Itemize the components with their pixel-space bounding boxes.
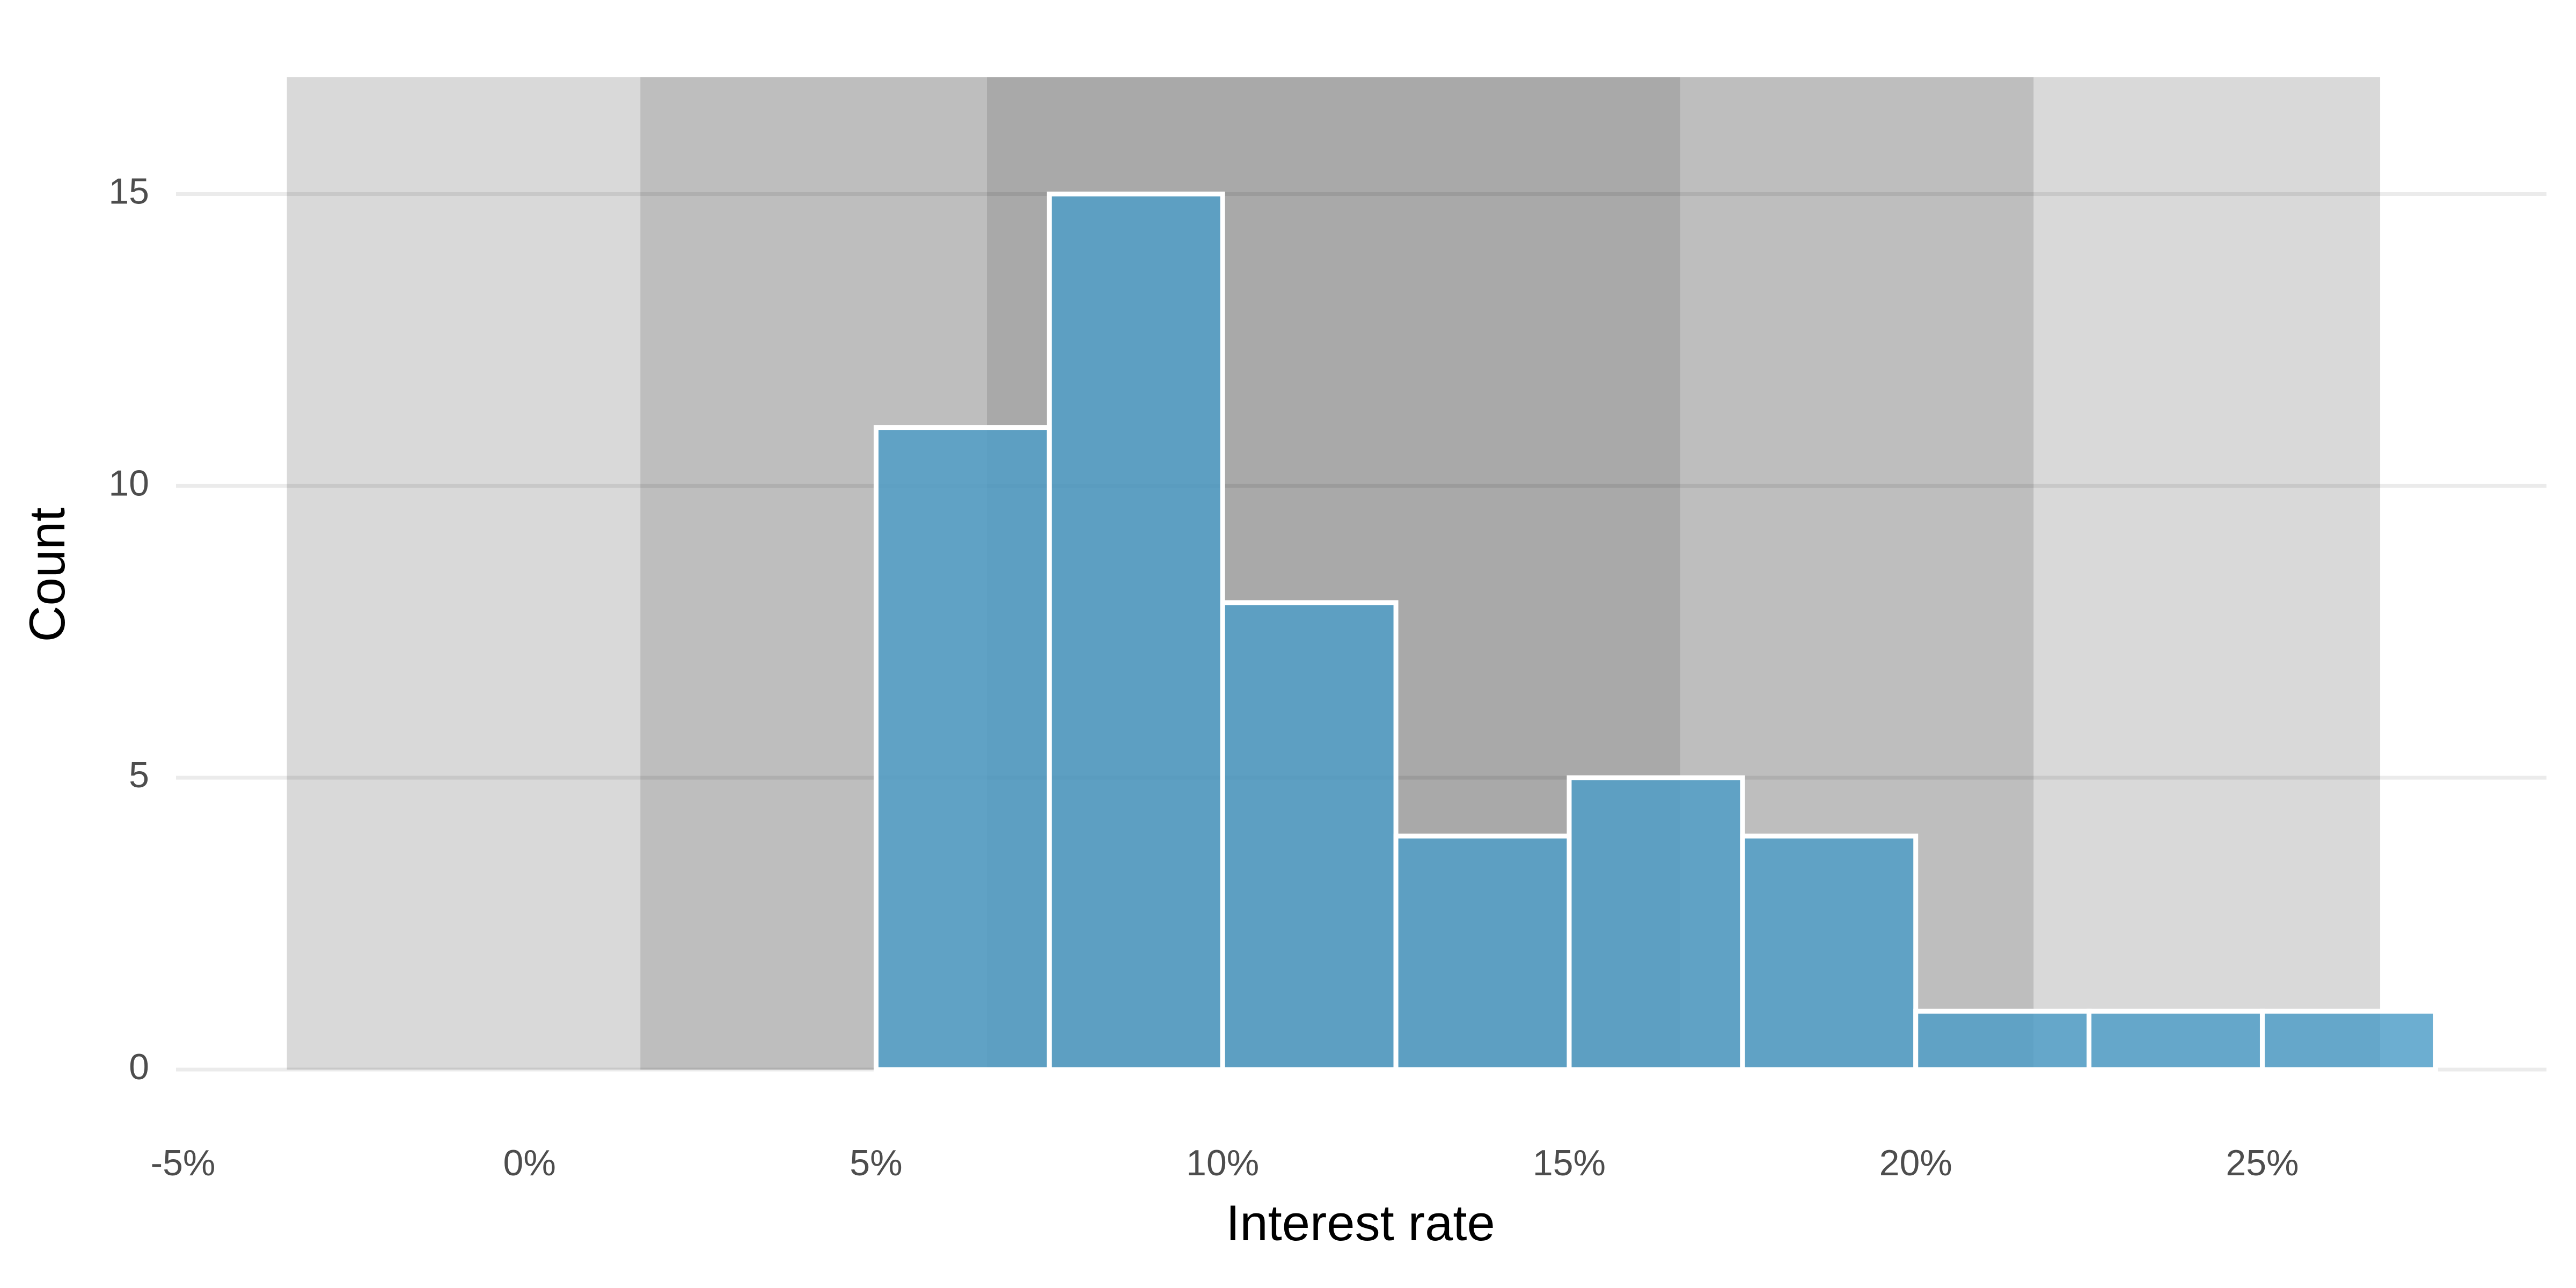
y-tick-label: 10	[108, 463, 149, 503]
y-tick-label: 15	[108, 171, 149, 211]
bar	[873, 425, 1052, 1072]
bar	[1567, 775, 1745, 1072]
x-tick-label: 10%	[1186, 1143, 1259, 1183]
bar	[1913, 1008, 2092, 1072]
bar	[1046, 192, 1225, 1072]
y-tick-label: 5	[129, 755, 149, 795]
bar	[1393, 833, 1572, 1072]
x-tick-label: 5%	[850, 1143, 902, 1183]
x-tick-label: 0%	[503, 1143, 556, 1183]
bar	[1220, 600, 1399, 1072]
bar	[2259, 1008, 2438, 1072]
x-tick-label: -5%	[150, 1143, 215, 1183]
bar	[1740, 833, 1919, 1072]
y-tick-label: 0	[129, 1046, 149, 1087]
x-tick-label: 20%	[1879, 1143, 1952, 1183]
bar	[2087, 1008, 2265, 1072]
y-axis-title: Count	[19, 508, 75, 642]
x-tick-label: 25%	[2226, 1143, 2299, 1183]
x-tick-label: 15%	[1533, 1143, 1606, 1183]
x-axis-title: Interest rate	[1226, 1195, 1495, 1251]
